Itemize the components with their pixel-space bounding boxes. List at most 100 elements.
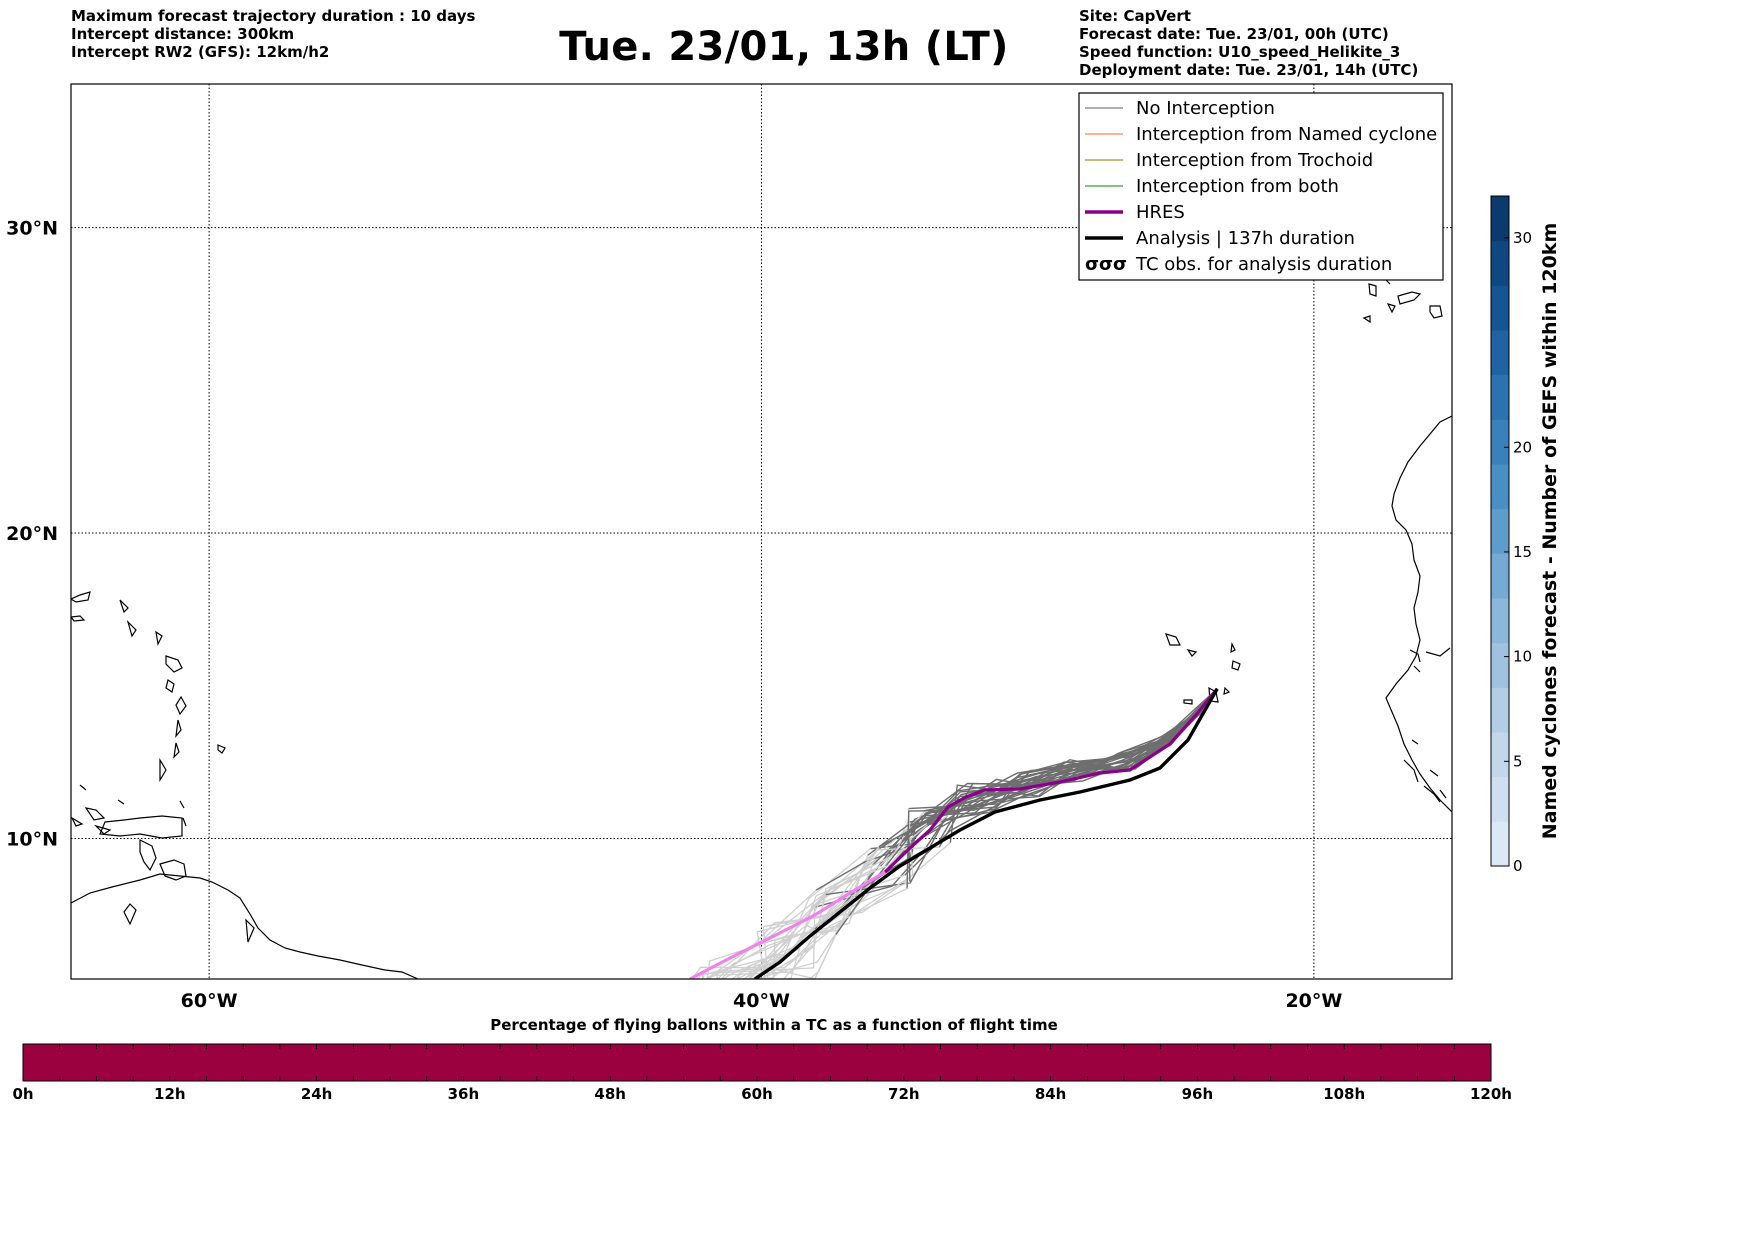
ensemble-trajectory-late <box>716 887 908 979</box>
legend: No Interception Interception from Named c… <box>1078 92 1444 281</box>
colorbar-right-segment <box>1491 196 1509 242</box>
colorbar-right-segment <box>1491 240 1509 286</box>
legend-label: Analysis | 137h duration <box>1136 228 1355 249</box>
tc-symbol-icon: σσσ <box>1085 254 1127 275</box>
hres-trajectory-late <box>689 870 886 979</box>
coast-puerto-rico <box>71 591 91 622</box>
legend-label: Interception from Named cyclone <box>1136 124 1437 145</box>
coast-west-africa <box>1385 415 1452 813</box>
colorbar-bottom-tick-label: 36h <box>448 1085 480 1103</box>
colorbar-bottom-tick-label: 72h <box>888 1085 920 1103</box>
legend-label: No Interception <box>1136 98 1275 119</box>
colorbar-right-segment <box>1491 508 1509 554</box>
ensemble-trajectory-late <box>730 934 837 979</box>
latitude-label: 10°N <box>6 828 58 850</box>
forecast-params: Maximum forecast trajectory duration : 1… <box>71 7 475 61</box>
ensemble-trajectory-late <box>735 847 905 979</box>
colorbar-right-segment <box>1491 732 1509 778</box>
legend-item: σσσ TC obs. for analysis duration <box>1085 254 1392 275</box>
ensemble-trajectory-late <box>759 835 905 979</box>
latitude-labels: 30°N 20°N 10°N <box>6 218 58 851</box>
legend-item: No Interception <box>1085 98 1275 119</box>
param-line-distance: Intercept distance: 300km <box>71 25 295 43</box>
colorbar-right-tick-label: 0 <box>1513 857 1523 875</box>
ensemble-trajectory-late <box>706 889 817 979</box>
coast-guinea-bissau <box>1403 739 1447 803</box>
forecast-date-line: Forecast date: Tue. 23/01, 00h (UTC) <box>1079 25 1389 43</box>
colorbar-bottom-tick-label: 48h <box>594 1085 626 1103</box>
longitude-label: 40°W <box>733 990 790 1012</box>
legend-item: Interception from both <box>1085 176 1339 197</box>
colorbar-right-segment <box>1491 464 1509 510</box>
speed-function-line: Speed function: U10_speed_Helikite_3 <box>1079 43 1401 61</box>
hres-trajectory <box>883 687 1219 874</box>
colorbar-right-segment <box>1491 821 1509 867</box>
legend-box <box>1078 92 1444 281</box>
longitude-label: 60°W <box>181 990 238 1012</box>
colorbar-right-tick-label: 5 <box>1513 752 1523 770</box>
site-info: Site: CapVert Forecast date: Tue. 23/01,… <box>1079 7 1418 79</box>
colorbar-right-segment <box>1491 598 1509 644</box>
longitude-labels: 60°W 40°W 20°W <box>181 990 1343 1012</box>
colorbar-bottom-bar <box>22 1043 1492 1082</box>
colorbar-bottom-tick-label: 0h <box>12 1085 33 1103</box>
colorbar-right-tick-label: 20 <box>1513 438 1532 456</box>
colorbar-right-tick-label: 15 <box>1513 543 1532 561</box>
coast-venezuela-islands <box>99 815 183 839</box>
coast-barbados <box>217 744 226 754</box>
map-panel: No Interception Interception from Named c… <box>70 83 1453 980</box>
page-title: Tue. 23/01, 13h (LT) <box>559 24 1009 70</box>
legend-item: Interception from Trochoid <box>1085 150 1373 171</box>
legend-item: Analysis | 137h duration <box>1085 228 1355 249</box>
coast-grenada-tobago <box>179 800 187 827</box>
colorbar-right-segment <box>1491 642 1509 688</box>
coast-trinidad <box>159 859 187 881</box>
colorbar-right-tick-label: 30 <box>1513 229 1532 247</box>
colorbar-bottom-tick-label: 60h <box>741 1085 773 1103</box>
colorbar-bottom: Percentage of flying ballons within a TC… <box>12 1016 1512 1103</box>
legend-label: TC obs. for analysis duration <box>1135 254 1392 275</box>
longitude-label: 20°W <box>1285 990 1342 1012</box>
param-line-duration: Maximum forecast trajectory duration : 1… <box>71 7 476 25</box>
colorbar-bottom-tick-label: 84h <box>1035 1085 1067 1103</box>
colorbar-right-label: Named cyclones forecast - Number of GEFS… <box>1539 223 1561 840</box>
latitude-label: 20°N <box>6 523 58 545</box>
coast-abc-islands <box>71 784 125 835</box>
ensemble-trajectory-late <box>721 881 911 979</box>
analysis-trajectory <box>754 687 1219 979</box>
ensemble-trajectory-late <box>742 808 914 979</box>
colorbar-bottom-tick-label: 24h <box>301 1085 333 1103</box>
site-line: Site: CapVert <box>1079 7 1191 25</box>
legend-label: HRES <box>1136 202 1185 223</box>
colorbar-right-segment <box>1491 687 1509 733</box>
colorbar-bottom-tick-label: 12h <box>154 1085 186 1103</box>
colorbar-right-segment <box>1491 776 1509 822</box>
coast-lesser-antilles <box>119 599 187 783</box>
colorbar-bottom-tick-label: 96h <box>1182 1085 1214 1103</box>
legend-label: Interception from Trochoid <box>1136 150 1373 171</box>
legend-item: HRES <box>1085 202 1185 223</box>
colorbar-right-segment <box>1491 419 1509 465</box>
colorbar-right-tick-label: 10 <box>1513 648 1532 666</box>
param-line-rw2: Intercept RW2 (GFS): 12km/h2 <box>71 43 330 61</box>
map-frame <box>70 83 1453 980</box>
legend-item: Interception from Named cyclone <box>1085 124 1437 145</box>
ensemble-trajectory-late <box>748 868 863 979</box>
colorbar-right-frame <box>1490 195 1510 867</box>
ensemble-trajectory <box>906 688 1218 889</box>
colorbar-right-segment <box>1491 285 1509 331</box>
colorbar-right: 0 5 10 15 20 30 Named cyclones forecast - Num… <box>1490 195 1561 875</box>
colorbar-right-segment <box>1491 330 1509 376</box>
coast-cape-verde <box>1165 633 1241 705</box>
coast-margarita <box>123 903 255 943</box>
legend-label: Interception from both <box>1136 176 1339 197</box>
coast-paria <box>139 839 157 872</box>
coast-south-america <box>71 873 419 979</box>
ensemble-trajectory-late <box>704 846 880 979</box>
ensemble-trajectory-late <box>702 846 940 979</box>
colorbar-bottom-tick-label: 108h <box>1323 1085 1365 1103</box>
colorbar-right-segment <box>1491 553 1509 599</box>
coastlines <box>71 279 1452 979</box>
ensemble-trajectory-late <box>762 869 890 979</box>
colorbar-bottom-label: Percentage of flying ballons within a TC… <box>490 1016 1058 1034</box>
